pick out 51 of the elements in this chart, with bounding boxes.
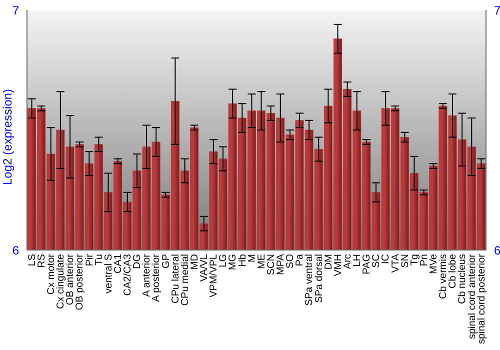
x-tick-label: CPu medial xyxy=(180,254,191,306)
x-tick-label: SC xyxy=(371,254,382,268)
x-tick-label: RS xyxy=(36,254,48,268)
x-tick-label: DM xyxy=(323,254,334,270)
x-tick-label: Pa xyxy=(294,254,306,266)
x-tick-label: Tu xyxy=(94,254,105,266)
x-tick-label: ME xyxy=(256,254,268,269)
x-tick-label: Tg xyxy=(409,254,420,266)
x-tick-label: LH xyxy=(352,254,364,267)
x-tick-label: Hb xyxy=(237,254,248,267)
x-tick-label: PAG xyxy=(362,254,373,274)
x-tick-label: A anterior xyxy=(142,253,153,297)
x-tick-label: Cx motor xyxy=(46,253,58,295)
y-axis-title: Log2 (expression) xyxy=(0,88,14,185)
x-tick-label: VMH xyxy=(332,254,344,276)
x-tick-label: Cb vermis xyxy=(438,254,450,300)
x-tick-label: LS xyxy=(26,254,38,266)
x-tick-label: Cb lobe xyxy=(448,254,459,288)
x-tick-label: OB anterior xyxy=(65,253,76,306)
x-tick-label: CPu lateral xyxy=(170,254,182,304)
x-tick-label: M xyxy=(246,254,258,262)
x-tick-label: VPM/VPL xyxy=(208,254,220,298)
x-tick-label: spinal cord anterior xyxy=(466,253,478,340)
x-tick-label: Pn xyxy=(418,254,430,266)
x-tick-label: SN xyxy=(400,254,411,268)
x-tick-label: Cb nucleus xyxy=(457,254,468,304)
x-tick-label: SCN xyxy=(266,254,277,276)
x-tick-label: DG xyxy=(132,254,144,269)
x-tick-label: Arc xyxy=(342,254,354,269)
x-tick-label: CA1 xyxy=(112,254,124,274)
x-tick-label: SPa ventral xyxy=(304,254,316,306)
x-tick-label: Cx cingulate xyxy=(56,254,67,310)
x-tick-label: VTA xyxy=(390,254,402,273)
x-tick-label: SO xyxy=(285,254,296,268)
x-tick-label: MVe xyxy=(428,254,440,274)
x-tick-label: OB posterior xyxy=(74,253,86,310)
x-tick-label: ventral S xyxy=(103,254,114,294)
x-tick-label: A posterior xyxy=(151,253,162,302)
x-tick-label: IC xyxy=(380,254,392,264)
x-tick-label: MG xyxy=(228,254,239,270)
x-tick-label: MPA xyxy=(276,254,287,275)
x-tick-label: Pir xyxy=(84,253,96,266)
x-tick-label: spinal cord posterior xyxy=(476,253,488,344)
y2-tick-label: 6 xyxy=(494,243,500,258)
x-tick-label: VA/VL xyxy=(199,254,210,282)
x-tick-label: CA2/CA3 xyxy=(122,254,134,296)
x-tick-label: SPa dorsal xyxy=(314,254,325,303)
x-tick-label: MD xyxy=(189,254,200,270)
y2-tick-label: 7 xyxy=(494,3,500,18)
x-tick-label: LG xyxy=(218,254,230,268)
x-tick-label: GP xyxy=(160,254,172,268)
